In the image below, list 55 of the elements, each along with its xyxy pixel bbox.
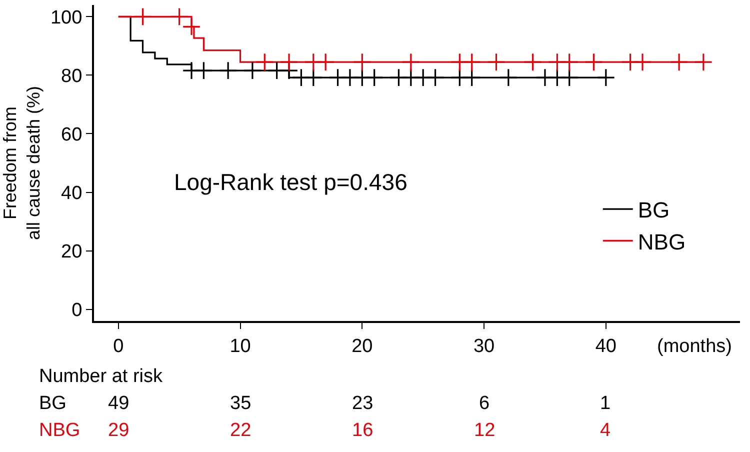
point bbox=[426, 68, 444, 87]
point bbox=[352, 52, 372, 72]
text: Number at risk bbox=[39, 366, 164, 387]
x-tick-label: 30 bbox=[473, 336, 495, 357]
point bbox=[487, 52, 506, 72]
x-tick-label: 0 bbox=[113, 336, 124, 357]
point bbox=[462, 68, 482, 87]
point bbox=[316, 52, 335, 72]
text: 29 bbox=[108, 420, 130, 441]
point bbox=[560, 52, 579, 72]
x-tick-label: 10 bbox=[230, 336, 251, 357]
point bbox=[255, 52, 274, 72]
point bbox=[524, 52, 542, 72]
point bbox=[402, 52, 420, 72]
y-tick-label: 20 bbox=[61, 241, 82, 262]
y-tick-label: 0 bbox=[72, 300, 82, 321]
text: (months) bbox=[657, 336, 732, 357]
text: BG bbox=[39, 393, 66, 414]
text: 16 bbox=[352, 420, 374, 441]
y-tick-label: 40 bbox=[61, 182, 82, 204]
legend-label: NBG bbox=[638, 229, 686, 254]
y-tick-label: 100 bbox=[50, 7, 82, 28]
text: 1 bbox=[600, 393, 611, 414]
text: 22 bbox=[230, 420, 252, 441]
point bbox=[596, 68, 616, 87]
point bbox=[584, 52, 603, 72]
annotation: Log-Rank test p=0.436 bbox=[174, 169, 408, 195]
point bbox=[243, 61, 262, 80]
point bbox=[182, 17, 201, 36]
x-tick-label: 40 bbox=[595, 336, 616, 357]
y-tick-label: 80 bbox=[61, 66, 82, 87]
text: 49 bbox=[108, 393, 130, 414]
legend-label: BG bbox=[638, 198, 670, 223]
x-tick-label: 20 bbox=[352, 336, 373, 357]
y-axis-title: Freedom from all cause death (%) bbox=[0, 86, 44, 240]
text: 12 bbox=[474, 420, 496, 441]
point bbox=[499, 68, 518, 87]
text: 23 bbox=[352, 393, 374, 414]
point bbox=[280, 52, 298, 72]
y-tick-label: 60 bbox=[61, 124, 82, 146]
text: NBG bbox=[39, 420, 80, 441]
point bbox=[365, 68, 384, 87]
point bbox=[633, 52, 652, 72]
text: 6 bbox=[479, 393, 490, 414]
point bbox=[304, 68, 323, 87]
point bbox=[134, 8, 152, 26]
point bbox=[694, 52, 713, 72]
text: 4 bbox=[600, 420, 611, 441]
point bbox=[170, 8, 189, 26]
point bbox=[670, 52, 688, 72]
point bbox=[462, 52, 482, 72]
point bbox=[560, 68, 579, 87]
text: 35 bbox=[230, 393, 252, 414]
point bbox=[218, 61, 238, 80]
point bbox=[194, 61, 213, 80]
